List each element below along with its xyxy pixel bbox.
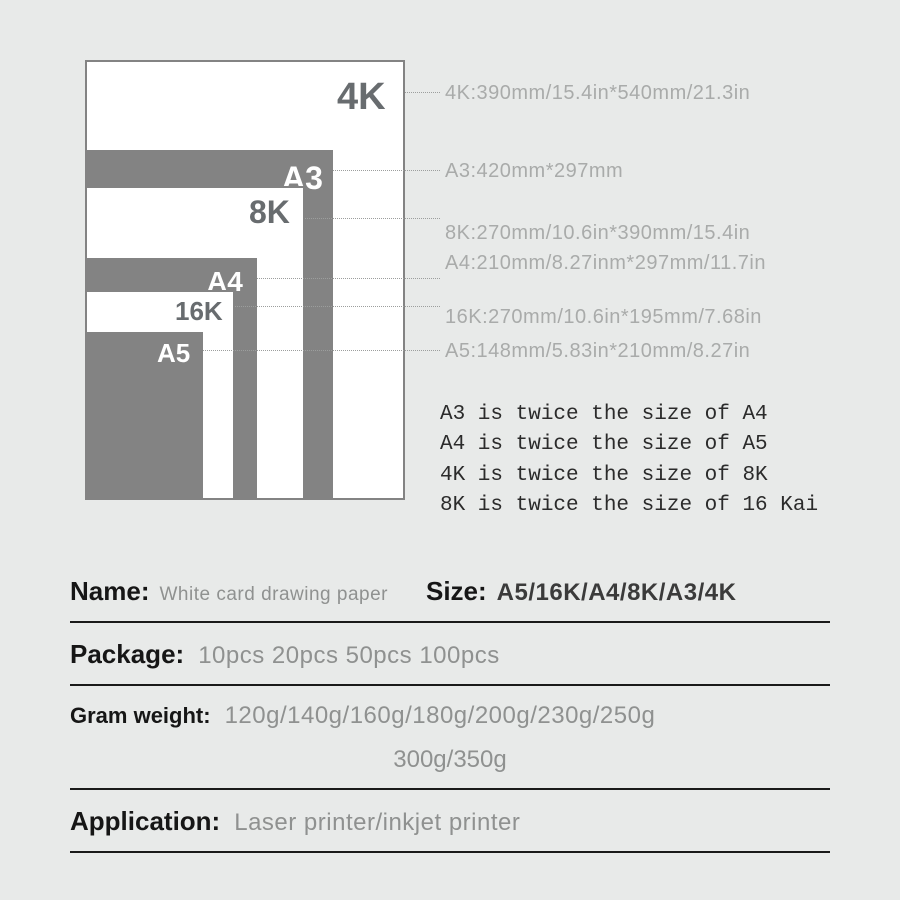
spec-row-name-size: Name: White card drawing paper Size: A5/…: [70, 560, 830, 623]
application-label: Application:: [70, 806, 220, 837]
leader-line-a3: [333, 170, 440, 171]
dimension-a5: A5:148mm/5.83in*210mm/8.27in: [445, 340, 750, 363]
weight-value-2: 300g/350g: [70, 740, 830, 774]
product-specs: Name: White card drawing paper Size: A5/…: [70, 560, 830, 853]
weight-value-1: 120g/140g/160g/180g/200g/230g/250g: [225, 702, 656, 730]
dimension-a4: A4:210mm/8.27inm*297mm/11.7in: [445, 252, 766, 275]
sheet-a5: A5: [85, 332, 203, 500]
leader-line-16k: [235, 306, 440, 307]
sheet-label-a5: A5: [157, 338, 190, 369]
sheet-label-16k: 16K: [175, 296, 223, 327]
size-comparison-notes: A3 is twice the size of A4 A4 is twice t…: [440, 400, 818, 522]
spec-row-weight: Gram weight: 120g/140g/160g/180g/200g/23…: [70, 686, 830, 790]
leader-line-4k: [405, 92, 440, 93]
name-value: White card drawing paper: [159, 584, 388, 606]
size-value: A5/16K/A4/8K/A3/4K: [497, 579, 737, 607]
package-label: Package:: [70, 639, 184, 670]
weight-label: Gram weight:: [70, 703, 211, 729]
leader-line-a4: [257, 278, 440, 279]
sheet-label-4k: 4K: [337, 76, 386, 119]
dimension-a3: A3:420mm*297mm: [445, 160, 623, 183]
application-value: Laser printer/inkjet printer: [234, 809, 520, 837]
sheet-label-8k: 8K: [249, 194, 290, 231]
leader-line-a5: [203, 350, 440, 351]
spec-row-package: Package: 10pcs 20pcs 50pcs 100pcs: [70, 623, 830, 686]
spec-row-application: Application: Laser printer/inkjet printe…: [70, 790, 830, 853]
package-value: 10pcs 20pcs 50pcs 100pcs: [198, 642, 500, 670]
dimension-16k: 16K:270mm/10.6in*195mm/7.68in: [445, 306, 762, 329]
name-label: Name:: [70, 576, 149, 607]
paper-size-diagram: 4KA38KA416KA5: [85, 60, 405, 500]
size-label: Size:: [426, 576, 487, 607]
leader-line-8k: [305, 218, 440, 219]
dimension-8k: 8K:270mm/10.6in*390mm/15.4in: [445, 222, 750, 245]
dimension-4k: 4K:390mm/15.4in*540mm/21.3in: [445, 82, 750, 105]
